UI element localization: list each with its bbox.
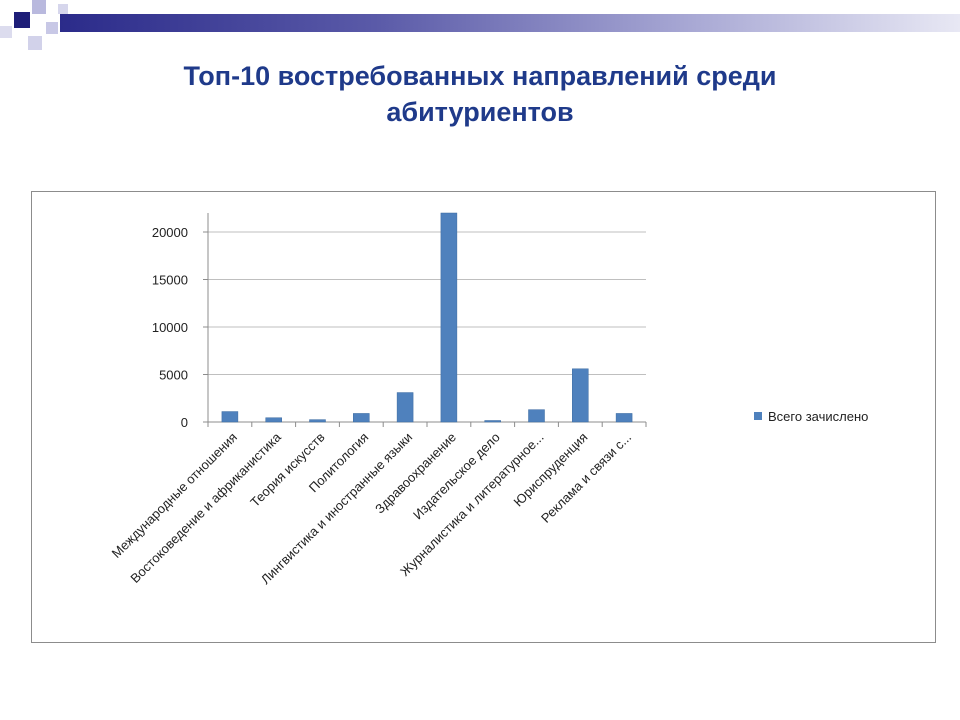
bars	[221, 212, 633, 423]
legend-swatch	[754, 412, 762, 420]
bar	[396, 392, 414, 423]
legend-label: Всего зачислено	[768, 409, 868, 424]
bar	[309, 419, 326, 423]
decor-square-lavender-2	[46, 22, 58, 34]
bar	[615, 413, 633, 423]
bar	[265, 417, 282, 423]
decor-square-lavender-3	[28, 36, 42, 50]
bar	[528, 409, 545, 423]
bar	[484, 420, 501, 423]
x-tick-label: Теория искусств	[247, 429, 327, 509]
x-tick-label: Здравоохранение	[372, 430, 459, 517]
y-tick-label: 0	[181, 415, 188, 430]
legend: Всего зачислено	[754, 409, 868, 424]
gridlines	[208, 231, 646, 375]
y-tick-label: 15000	[152, 273, 188, 288]
bar	[440, 212, 458, 423]
bar-chart: 0 5000 10000 15000 20000 Международные отнош…	[109, 212, 868, 587]
slide-title-line-1: Топ-10 востребованных направлений среди	[183, 61, 777, 91]
decor-square-lavender-4	[0, 26, 12, 38]
decor-square-navy	[14, 12, 30, 28]
bar	[353, 413, 370, 423]
y-tick-label: 5000	[159, 368, 188, 383]
decor-square-lavender-1	[32, 0, 46, 14]
y-tick-labels: 0 5000 10000 15000 20000	[152, 225, 188, 430]
bar	[572, 368, 589, 423]
x-tick-label: Юриспруденция	[510, 430, 590, 510]
header-gradient-bar	[60, 14, 960, 32]
slide-title-line-2: абитуриентов	[386, 97, 574, 127]
chart-frame: 0 5000 10000 15000 20000 Международные отнош…	[31, 191, 936, 643]
bar	[221, 411, 239, 423]
y-tick-label: 10000	[152, 320, 188, 335]
y-tick-label: 20000	[152, 225, 188, 240]
slide-title: Топ-10 востребованных направлений среди …	[80, 58, 880, 130]
decor-square-lavender-5	[58, 4, 68, 14]
